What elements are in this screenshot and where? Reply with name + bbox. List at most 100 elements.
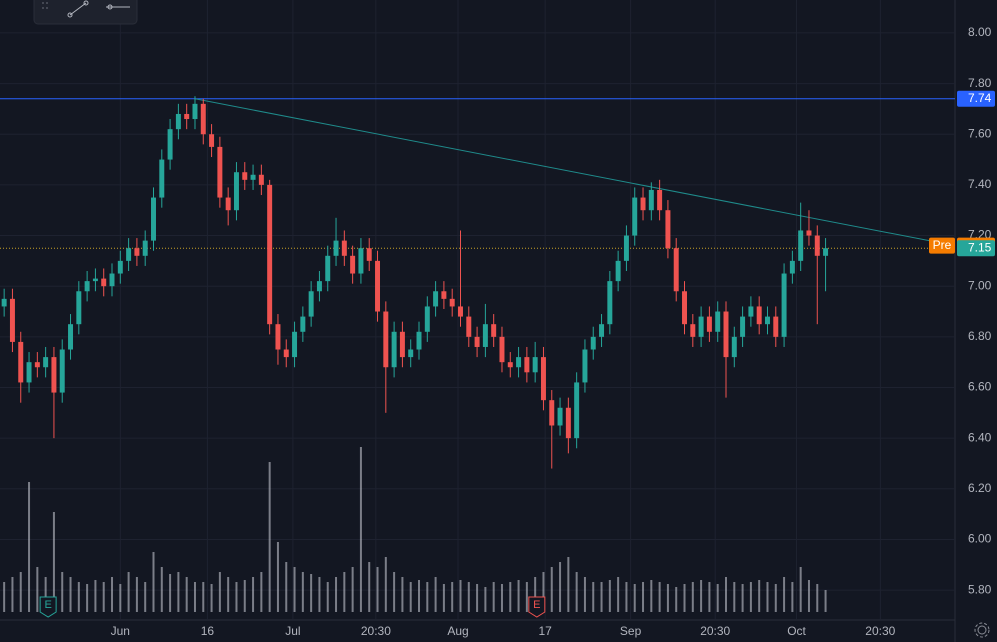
hline-tool-icon[interactable] bbox=[106, 4, 130, 10]
candle-body bbox=[51, 357, 57, 393]
volume-bar bbox=[426, 582, 429, 612]
volume-bar bbox=[733, 582, 736, 612]
volume-bar bbox=[567, 557, 570, 612]
candle-body bbox=[101, 278, 107, 287]
candle-body bbox=[308, 291, 314, 317]
candle-body bbox=[43, 357, 49, 368]
candle-body bbox=[706, 316, 712, 332]
volume-bar bbox=[550, 567, 553, 612]
toolbar[interactable] bbox=[33, 0, 138, 25]
volume-bar bbox=[160, 567, 163, 612]
volume-bar bbox=[285, 562, 288, 612]
candle-body bbox=[740, 316, 746, 337]
candle-body bbox=[748, 306, 754, 317]
volume-bar bbox=[741, 584, 744, 612]
volume-bar bbox=[127, 572, 130, 612]
volume-bar bbox=[36, 567, 39, 612]
candle-body bbox=[823, 248, 829, 256]
y-tick-label: 6.40 bbox=[968, 430, 992, 444]
volume-bar bbox=[534, 577, 537, 612]
event-label: E bbox=[44, 599, 51, 611]
volume-bar bbox=[592, 582, 595, 612]
candle-body bbox=[18, 341, 24, 383]
volume-bar bbox=[11, 577, 14, 612]
volume-bar bbox=[310, 574, 313, 612]
volume-bar bbox=[376, 567, 379, 612]
candle-body bbox=[582, 349, 588, 383]
candle-body bbox=[292, 331, 298, 358]
candle-body bbox=[673, 248, 679, 292]
y-tick-label: 8.00 bbox=[968, 25, 992, 39]
x-tick-label: 16 bbox=[201, 624, 215, 638]
candle-body bbox=[441, 291, 447, 299]
volume-bar bbox=[459, 580, 462, 612]
volume-bar bbox=[218, 572, 221, 612]
volume-bar bbox=[758, 580, 761, 612]
volume-bar bbox=[152, 552, 155, 612]
volume-bar bbox=[252, 577, 255, 612]
volume-bar bbox=[335, 577, 338, 612]
x-tick-label: Aug bbox=[447, 624, 468, 638]
candle-body bbox=[491, 324, 497, 337]
volume-bar bbox=[716, 584, 719, 612]
volume-bar bbox=[177, 572, 180, 612]
candle-body bbox=[756, 306, 762, 325]
trend-tool-icon[interactable] bbox=[67, 0, 89, 18]
candle-body bbox=[806, 230, 812, 236]
volume-bar bbox=[691, 582, 694, 612]
volume-bar bbox=[799, 567, 802, 612]
candle-body bbox=[474, 336, 480, 347]
pre-tag-badge bbox=[929, 237, 955, 254]
volume-bar bbox=[575, 572, 578, 612]
candle-body bbox=[466, 316, 472, 337]
candle-body bbox=[159, 159, 165, 198]
volume-bar bbox=[783, 577, 786, 612]
y-tick-label: 7.40 bbox=[968, 177, 992, 191]
candle-body bbox=[26, 362, 32, 383]
volume-bar bbox=[119, 584, 122, 612]
volume-bar bbox=[492, 582, 495, 612]
volume-bar bbox=[343, 572, 346, 612]
candle-body bbox=[242, 172, 248, 180]
candle-body bbox=[333, 240, 339, 256]
volume-bar bbox=[451, 582, 454, 612]
volume-bar bbox=[77, 582, 80, 612]
volume-bar bbox=[583, 577, 586, 612]
candle-body bbox=[225, 197, 231, 211]
settings-icon[interactable] bbox=[974, 622, 990, 638]
candle-body bbox=[557, 407, 563, 426]
candle-body bbox=[532, 357, 538, 373]
candle-body bbox=[217, 146, 223, 198]
candle-body bbox=[648, 189, 654, 211]
volume-bar bbox=[807, 580, 810, 612]
candle-body bbox=[68, 324, 74, 350]
candle-body bbox=[258, 174, 264, 185]
candle-body bbox=[325, 255, 331, 282]
volume-bar bbox=[227, 577, 230, 612]
volume-bar bbox=[500, 584, 503, 612]
candle-body bbox=[773, 316, 779, 337]
y-tick-label: 5.80 bbox=[968, 582, 992, 596]
volume-bar bbox=[268, 462, 271, 612]
volume-bar bbox=[642, 582, 645, 612]
candle-body bbox=[375, 260, 381, 312]
candle-body bbox=[698, 316, 704, 337]
volume-bar bbox=[409, 582, 412, 612]
candle-body bbox=[1, 298, 7, 307]
candle-body bbox=[134, 248, 140, 256]
volume-bar bbox=[559, 562, 562, 612]
candle-body bbox=[549, 400, 555, 426]
candle-body bbox=[391, 331, 397, 368]
candle-body bbox=[250, 174, 256, 180]
volume-bar bbox=[318, 577, 321, 612]
candle-body bbox=[316, 281, 322, 292]
candle-body bbox=[300, 316, 306, 332]
volume-bar bbox=[542, 572, 545, 612]
volume-bar bbox=[600, 582, 603, 612]
volume-bar bbox=[243, 580, 246, 612]
candle-body bbox=[657, 189, 663, 211]
volume-bar bbox=[666, 584, 669, 612]
volume-bar bbox=[202, 582, 205, 612]
volume-bar bbox=[418, 580, 421, 612]
candle-body bbox=[507, 362, 513, 368]
